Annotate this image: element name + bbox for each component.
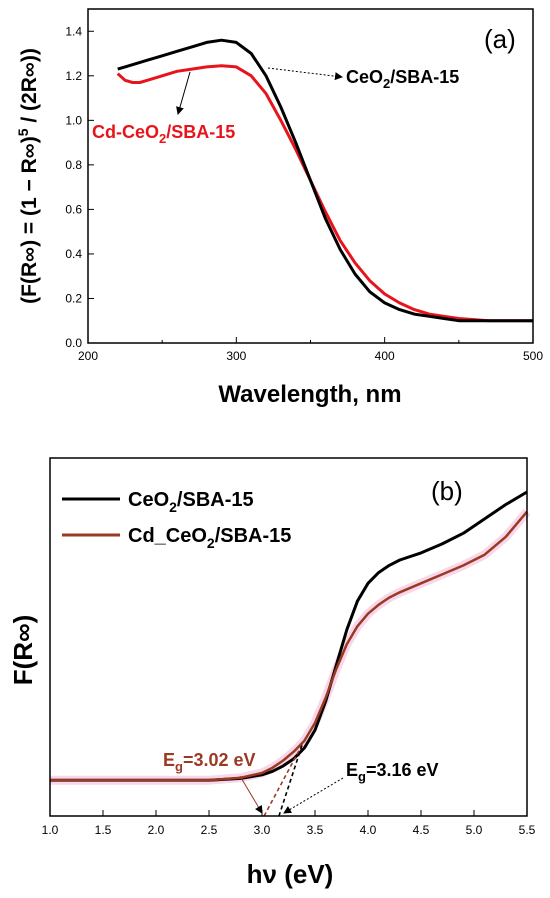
y-tick-label: 1.4 — [65, 24, 82, 38]
series-line-cd-ceo2 — [116, 64, 533, 323]
series-line-cd-ceo2 — [50, 510, 528, 782]
x-tick-label: 1.5 — [95, 823, 112, 837]
panel-a-lines — [116, 38, 533, 323]
x-tick-label: 300 — [226, 349, 246, 363]
panel-a-y-axis-title: (F(R∞) = (1 − R∞)5 / (2R∞)) — [15, 48, 41, 304]
arrow-ceo2 — [267, 67, 343, 81]
legend-entry-ceo2: CeO2/SBA-15 — [128, 489, 254, 515]
x-tick-label: 4.5 — [413, 823, 430, 837]
x-tick-label: 5.0 — [466, 823, 483, 837]
y-tick-label: 0.0 — [65, 336, 82, 350]
panel-a: 200 300 400 500 0.0 0.2 0.4 0.6 0.8 1.0 1.2 1.4 (a)… — [15, 8, 543, 408]
panel-b-x-axis-title: hν (eV) — [247, 859, 334, 889]
x-tick-label: 1.0 — [42, 823, 59, 837]
x-tick-label: 5.5 — [519, 823, 536, 837]
panel-a-frame — [87, 8, 534, 344]
panel-b-legend: CeO2/SBA-15 Cd_CeO2/SBA-15 — [62, 489, 291, 551]
panel-b-label: (b) — [431, 476, 463, 506]
x-tick-label: 200 — [78, 349, 98, 363]
x-tick-label: 3.0 — [254, 823, 271, 837]
x-tick-label: 3.5 — [307, 823, 324, 837]
panel-a-label: (a) — [484, 24, 516, 54]
x-tick-label: 2.0 — [148, 823, 165, 837]
panel-b-lines — [50, 490, 531, 817]
x-tick-label: 4.0 — [360, 823, 377, 837]
y-tick-label: 0.8 — [65, 158, 82, 172]
panel-b-y-axis-title: F(R∞) — [8, 615, 38, 686]
y-tick-label: 1.0 — [65, 113, 82, 127]
tangent-fit-line — [278, 744, 304, 817]
y-tick-label: 0.6 — [65, 202, 82, 216]
series-line-ceo2 — [117, 38, 533, 323]
panel-b-ticks: 1.0 1.5 2.0 2.5 3.0 3.5 4.0 4.5 5.0 5.5 — [42, 810, 536, 837]
arrow-cd-ceo2 — [176, 71, 191, 115]
y-title-sup: 5 — [15, 128, 31, 136]
x-tick-label: 400 — [375, 349, 395, 363]
panel-a-ticks: 200 300 400 500 0.0 0.2 0.4 0.6 0.8 1.0 1.2 1.4 — [65, 24, 543, 363]
panel-b-frame — [49, 457, 528, 817]
eg-arrow-cd-ceo2 — [239, 775, 263, 814]
y-tick-label: 0.2 — [65, 291, 82, 305]
x-tick-label: 500 — [523, 349, 543, 363]
legend-entry-cd-ceo2: Cd_CeO2/SBA-15 — [128, 525, 291, 551]
y-title-prefix: (F(R∞) = (1 − R∞) — [18, 136, 41, 304]
y-tick-label: 1.2 — [65, 69, 82, 83]
eg-label-cd-ceo2: Eg=3.02 eV — [163, 750, 256, 774]
x-tick-label: 2.5 — [201, 823, 218, 837]
legend-label-ceo2: CeO2/SBA-15 — [346, 67, 459, 91]
y-title-suffix: / (2R∞)) — [18, 48, 41, 128]
panel-a-x-axis-title: Wavelength, nm — [218, 381, 401, 408]
series-line-ceo2 — [50, 490, 528, 782]
eg-label-ceo2: Eg=3.16 eV — [346, 760, 439, 784]
series-glow-cd-ceo2 — [50, 508, 531, 785]
panel-b: 1.0 1.5 2.0 2.5 3.0 3.5 4.0 4.5 5.0 5.5 (b) F(R∞)… — [8, 457, 536, 889]
y-tick-label: 0.4 — [65, 247, 82, 261]
eg-arrow-ceo2 — [283, 777, 344, 814]
legend-label-cd-ceo2: Cd-CeO2/SBA-15 — [92, 122, 235, 146]
